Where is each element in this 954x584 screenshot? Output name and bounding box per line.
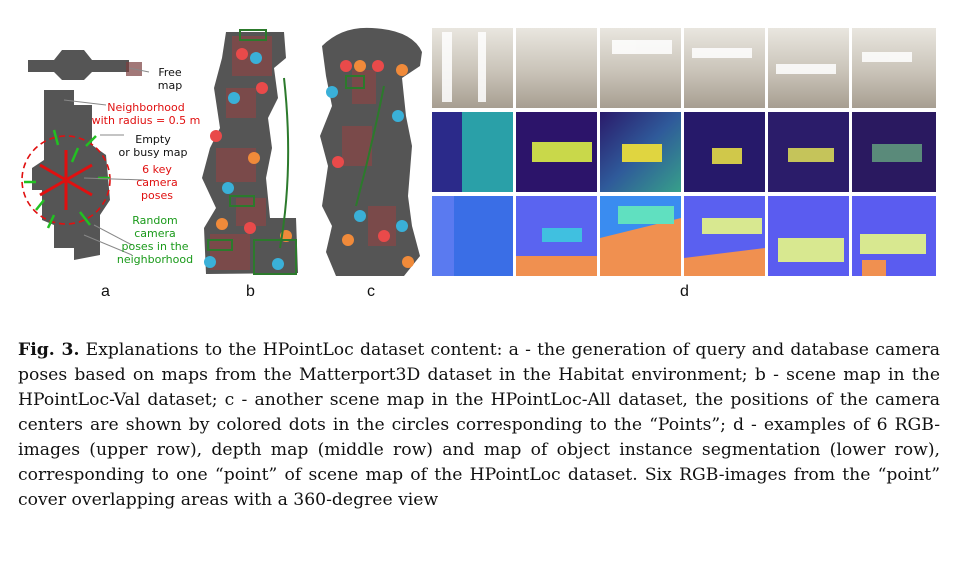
panel-a-map: [21, 50, 150, 260]
panel-b-scene-map: [202, 29, 298, 275]
label-random-poses: Random camera poses in the neighborhood: [116, 214, 194, 266]
label-key-poses: 6 key camera poses: [136, 163, 178, 202]
panel-c-scene-map: [320, 27, 422, 277]
caption-text: Explanations to the HPointLoc dataset co…: [18, 340, 941, 510]
caption-label: Fig. 3.: [18, 340, 80, 360]
figure-caption: Fig. 3. Explanations to the HPointLoc da…: [18, 338, 940, 513]
image-grid-svg: [432, 28, 936, 276]
segmentation-row: [432, 196, 936, 276]
sublabel-c: c: [367, 283, 375, 300]
rgb-row: [432, 28, 936, 108]
panel-d-image-grid: [432, 28, 936, 276]
label-neighborhood: Neighborhood with radius = 0.5 m: [91, 101, 201, 127]
sublabel-b: b: [246, 283, 255, 300]
label-free-map: Free map: [157, 66, 183, 92]
sublabel-d: d: [680, 283, 689, 300]
depth-row: [432, 112, 936, 192]
sublabel-a: a: [101, 283, 110, 300]
label-empty-busy: Empty or busy map: [118, 133, 188, 159]
